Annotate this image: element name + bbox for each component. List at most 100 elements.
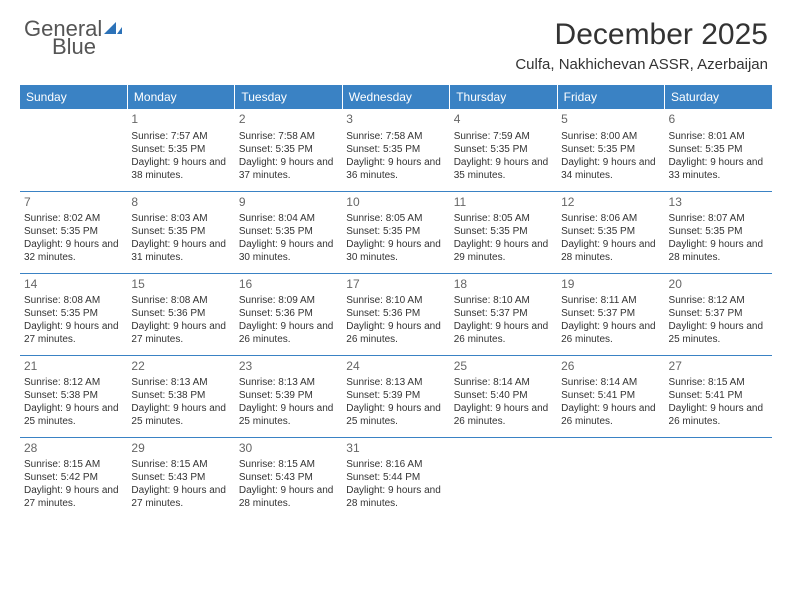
day-info: Sunrise: 8:09 AMSunset: 5:36 PMDaylight:… (239, 294, 338, 346)
calendar-week-row: 14Sunrise: 8:08 AMSunset: 5:35 PMDayligh… (20, 273, 772, 355)
day-number: 10 (346, 195, 445, 211)
daylight-text: Daylight: 9 hours and 33 minutes. (669, 156, 768, 182)
daylight-text: Daylight: 9 hours and 26 minutes. (454, 402, 553, 428)
day-info: Sunrise: 8:05 AMSunset: 5:35 PMDaylight:… (454, 212, 553, 264)
sunrise-text: Sunrise: 8:12 AM (669, 294, 768, 307)
day-info: Sunrise: 8:15 AMSunset: 5:41 PMDaylight:… (669, 376, 768, 428)
daylight-text: Daylight: 9 hours and 28 minutes. (561, 238, 660, 264)
day-info: Sunrise: 8:11 AMSunset: 5:37 PMDaylight:… (561, 294, 660, 346)
sunrise-text: Sunrise: 8:13 AM (131, 376, 230, 389)
calendar-day-cell: 30Sunrise: 8:15 AMSunset: 5:43 PMDayligh… (235, 437, 342, 519)
sunrise-text: Sunrise: 8:15 AM (131, 458, 230, 471)
sunrise-text: Sunrise: 8:09 AM (239, 294, 338, 307)
sunrise-text: Sunrise: 8:03 AM (131, 212, 230, 225)
calendar-day-cell: 3Sunrise: 7:58 AMSunset: 5:35 PMDaylight… (342, 109, 449, 191)
calendar-day-cell: 10Sunrise: 8:05 AMSunset: 5:35 PMDayligh… (342, 191, 449, 273)
day-number: 29 (131, 441, 230, 457)
calendar-day-cell: 25Sunrise: 8:14 AMSunset: 5:40 PMDayligh… (450, 355, 557, 437)
calendar-day-cell: 21Sunrise: 8:12 AMSunset: 5:38 PMDayligh… (20, 355, 127, 437)
calendar-day-cell (665, 437, 772, 519)
daylight-text: Daylight: 9 hours and 26 minutes. (561, 402, 660, 428)
daylight-text: Daylight: 9 hours and 25 minutes. (131, 402, 230, 428)
sunrise-text: Sunrise: 8:10 AM (346, 294, 445, 307)
sunrise-text: Sunrise: 8:07 AM (669, 212, 768, 225)
day-info: Sunrise: 8:02 AMSunset: 5:35 PMDaylight:… (24, 212, 123, 264)
day-number: 4 (454, 112, 553, 128)
day-number: 12 (561, 195, 660, 211)
calendar-day-cell: 2Sunrise: 7:58 AMSunset: 5:35 PMDaylight… (235, 109, 342, 191)
day-number: 1 (131, 112, 230, 128)
logo: General Blue (24, 18, 124, 58)
day-number: 27 (669, 359, 768, 375)
calendar-table: SundayMondayTuesdayWednesdayThursdayFrid… (20, 85, 772, 519)
sunset-text: Sunset: 5:44 PM (346, 471, 445, 484)
sunrise-text: Sunrise: 8:15 AM (669, 376, 768, 389)
calendar-day-cell: 16Sunrise: 8:09 AMSunset: 5:36 PMDayligh… (235, 273, 342, 355)
sunset-text: Sunset: 5:39 PM (346, 389, 445, 402)
daylight-text: Daylight: 9 hours and 27 minutes. (24, 320, 123, 346)
calendar-day-cell: 8Sunrise: 8:03 AMSunset: 5:35 PMDaylight… (127, 191, 234, 273)
day-number: 19 (561, 277, 660, 293)
day-info: Sunrise: 7:58 AMSunset: 5:35 PMDaylight:… (239, 130, 338, 182)
calendar-day-cell: 26Sunrise: 8:14 AMSunset: 5:41 PMDayligh… (557, 355, 664, 437)
day-info: Sunrise: 8:10 AMSunset: 5:37 PMDaylight:… (454, 294, 553, 346)
sunrise-text: Sunrise: 7:59 AM (454, 130, 553, 143)
sunrise-text: Sunrise: 8:11 AM (561, 294, 660, 307)
sunrise-text: Sunrise: 8:00 AM (561, 130, 660, 143)
daylight-text: Daylight: 9 hours and 27 minutes. (131, 484, 230, 510)
calendar-day-cell: 11Sunrise: 8:05 AMSunset: 5:35 PMDayligh… (450, 191, 557, 273)
calendar-day-cell: 31Sunrise: 8:16 AMSunset: 5:44 PMDayligh… (342, 437, 449, 519)
daylight-text: Daylight: 9 hours and 35 minutes. (454, 156, 553, 182)
sunset-text: Sunset: 5:39 PM (239, 389, 338, 402)
day-number: 23 (239, 359, 338, 375)
daylight-text: Daylight: 9 hours and 28 minutes. (346, 484, 445, 510)
day-number: 25 (454, 359, 553, 375)
calendar-day-cell (450, 437, 557, 519)
daylight-text: Daylight: 9 hours and 26 minutes. (454, 320, 553, 346)
day-number: 30 (239, 441, 338, 457)
day-number: 3 (346, 112, 445, 128)
calendar-day-cell: 13Sunrise: 8:07 AMSunset: 5:35 PMDayligh… (665, 191, 772, 273)
sunset-text: Sunset: 5:37 PM (669, 307, 768, 320)
daylight-text: Daylight: 9 hours and 25 minutes. (239, 402, 338, 428)
sunset-text: Sunset: 5:35 PM (561, 143, 660, 156)
day-info: Sunrise: 8:00 AMSunset: 5:35 PMDaylight:… (561, 130, 660, 182)
daylight-text: Daylight: 9 hours and 27 minutes. (131, 320, 230, 346)
day-info: Sunrise: 8:06 AMSunset: 5:35 PMDaylight:… (561, 212, 660, 264)
calendar-day-cell: 19Sunrise: 8:11 AMSunset: 5:37 PMDayligh… (557, 273, 664, 355)
location: Culfa, Nakhichevan ASSR, Azerbaijan (515, 56, 768, 73)
month-title: December 2025 (515, 18, 768, 52)
title-block: December 2025 Culfa, Nakhichevan ASSR, A… (515, 18, 768, 73)
sunrise-text: Sunrise: 8:05 AM (454, 212, 553, 225)
day-info: Sunrise: 8:07 AMSunset: 5:35 PMDaylight:… (669, 212, 768, 264)
calendar-day-cell: 9Sunrise: 8:04 AMSunset: 5:35 PMDaylight… (235, 191, 342, 273)
sunrise-text: Sunrise: 8:04 AM (239, 212, 338, 225)
sunset-text: Sunset: 5:35 PM (454, 225, 553, 238)
day-number: 7 (24, 195, 123, 211)
header: General Blue December 2025 Culfa, Nakhic… (0, 0, 792, 77)
calendar-day-cell: 7Sunrise: 8:02 AMSunset: 5:35 PMDaylight… (20, 191, 127, 273)
day-number: 5 (561, 112, 660, 128)
sunset-text: Sunset: 5:35 PM (131, 225, 230, 238)
sunset-text: Sunset: 5:35 PM (454, 143, 553, 156)
day-info: Sunrise: 8:08 AMSunset: 5:35 PMDaylight:… (24, 294, 123, 346)
day-number: 22 (131, 359, 230, 375)
calendar-week-row: 1Sunrise: 7:57 AMSunset: 5:35 PMDaylight… (20, 109, 772, 191)
calendar-day-cell: 27Sunrise: 8:15 AMSunset: 5:41 PMDayligh… (665, 355, 772, 437)
calendar-day-cell (557, 437, 664, 519)
day-number: 8 (131, 195, 230, 211)
calendar-day-cell: 23Sunrise: 8:13 AMSunset: 5:39 PMDayligh… (235, 355, 342, 437)
sunset-text: Sunset: 5:41 PM (561, 389, 660, 402)
sunrise-text: Sunrise: 8:14 AM (454, 376, 553, 389)
sunset-text: Sunset: 5:41 PM (669, 389, 768, 402)
sunset-text: Sunset: 5:37 PM (561, 307, 660, 320)
sunset-text: Sunset: 5:35 PM (561, 225, 660, 238)
calendar-day-cell: 18Sunrise: 8:10 AMSunset: 5:37 PMDayligh… (450, 273, 557, 355)
sunrise-text: Sunrise: 8:08 AM (131, 294, 230, 307)
sunset-text: Sunset: 5:35 PM (669, 225, 768, 238)
daylight-text: Daylight: 9 hours and 27 minutes. (24, 484, 123, 510)
daylight-text: Daylight: 9 hours and 28 minutes. (239, 484, 338, 510)
sunrise-text: Sunrise: 8:15 AM (239, 458, 338, 471)
day-number: 26 (561, 359, 660, 375)
daylight-text: Daylight: 9 hours and 25 minutes. (24, 402, 123, 428)
